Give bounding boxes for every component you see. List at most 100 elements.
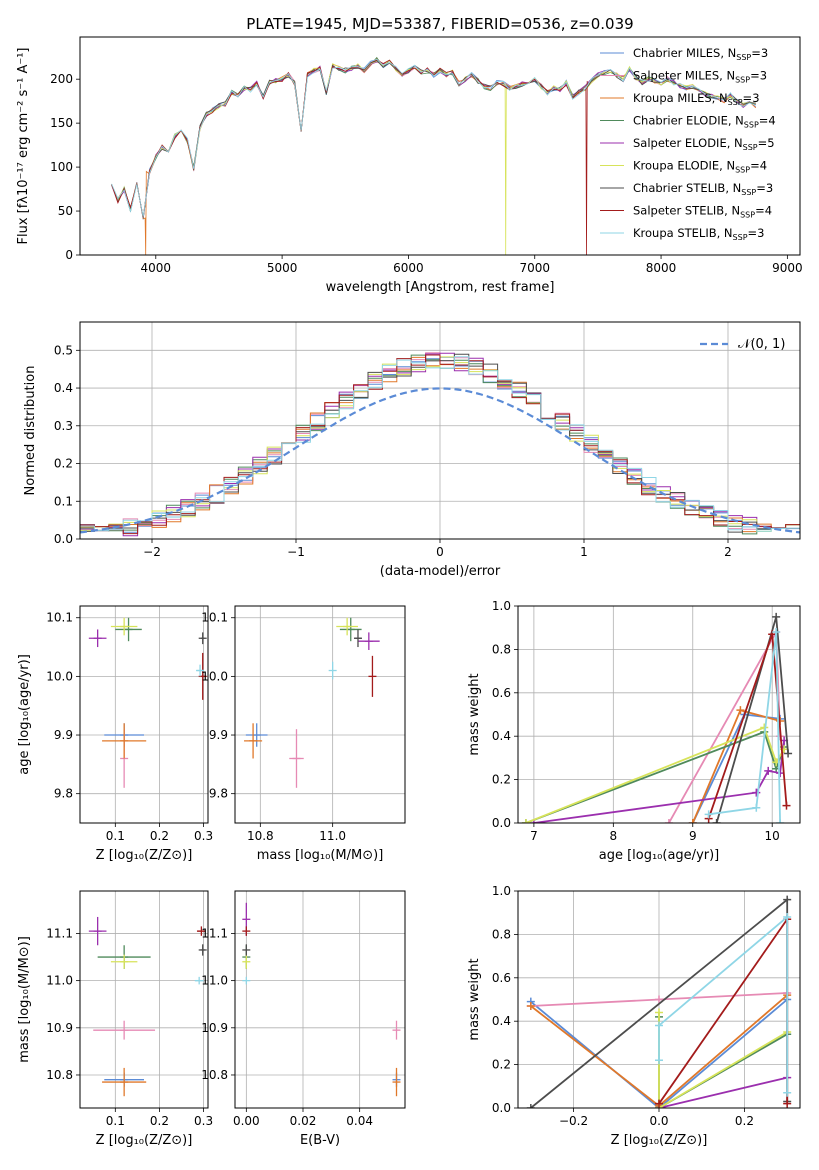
weight-marker bbox=[784, 749, 793, 758]
x-tick-label: 8000 bbox=[646, 261, 677, 275]
weight-marker bbox=[782, 801, 791, 810]
weight-series-line bbox=[525, 726, 785, 823]
x-axis-label: Z [log₁₀(Z/Z⊙)] bbox=[611, 1133, 708, 1148]
y-tick-label: 0.0 bbox=[492, 1101, 511, 1115]
x-tick-label: 5000 bbox=[267, 261, 298, 275]
hist-steps bbox=[80, 352, 800, 537]
x-tick-label: 0.04 bbox=[346, 1114, 373, 1128]
weight-marker bbox=[752, 803, 761, 812]
y-tick-label: 0.5 bbox=[54, 343, 73, 357]
errorbar-point bbox=[196, 926, 206, 936]
normal-legend-label: 𝒩(0, 1) bbox=[738, 337, 785, 352]
y-axis-label: age [log₁₀(age/yr)] bbox=[17, 654, 32, 775]
x-tick-label: 0.2 bbox=[150, 829, 169, 843]
x-axis-label: Z [log₁₀(Z/Z⊙)] bbox=[96, 848, 193, 863]
legend-nssp-eq: = bbox=[748, 226, 758, 240]
age_vs_mass-axes: 10.8 11.0 9.8 9.9 10.0 10.1 mass [log₁₀(M/M⊙)] bbox=[201, 606, 405, 863]
legend-nssp-value: 4 bbox=[765, 204, 772, 218]
weight-marker bbox=[655, 1008, 663, 1017]
legend-nssp-sub: SSP bbox=[736, 53, 751, 62]
y-tick-label: 10.1 bbox=[46, 611, 73, 625]
legend-series-name: Salpeter MILES bbox=[633, 69, 719, 83]
legend-nssp-sub: SSP bbox=[733, 233, 748, 242]
y-tick-label: 11.1 bbox=[201, 926, 228, 940]
legend-label: Salpeter ELODIE, NSSP=5 bbox=[633, 136, 775, 152]
axes-frame bbox=[517, 890, 801, 1109]
spectrum-series-line bbox=[111, 59, 588, 255]
legend-nssp-sub: SSP bbox=[741, 188, 756, 197]
mass_vs_ebv-points bbox=[242, 902, 401, 1097]
x-tick-label: 8 bbox=[610, 829, 618, 843]
weight-marker bbox=[783, 913, 792, 922]
legend-label: Chabrier STELIB, NSSP=3 bbox=[633, 181, 773, 197]
weight-marker bbox=[783, 1088, 792, 1097]
y-tick-label: 0.8 bbox=[492, 642, 511, 656]
axes-frame bbox=[79, 36, 801, 256]
axes-frame bbox=[79, 321, 801, 540]
y-tick-label: 11.0 bbox=[201, 974, 228, 988]
legend-nssp-eq: = bbox=[759, 114, 769, 128]
legend-nssp-sub: SSP bbox=[735, 166, 750, 175]
weight-marker bbox=[776, 769, 785, 778]
weight-marker bbox=[712, 819, 721, 823]
hist-series-step bbox=[80, 356, 800, 532]
y-tick-label: 0.1 bbox=[54, 494, 73, 508]
y-axis-label: mass weight bbox=[467, 673, 482, 755]
axes-frame bbox=[234, 890, 406, 1109]
y-tick-label: 0 bbox=[65, 248, 73, 262]
weight-marker bbox=[752, 788, 761, 797]
y-tick-label: 9.9 bbox=[54, 728, 73, 742]
y-tick-label: 0.3 bbox=[54, 419, 73, 433]
weight-marker bbox=[736, 706, 745, 715]
errorbar-point bbox=[110, 617, 138, 636]
errorbar-point bbox=[102, 1067, 147, 1097]
legend-nssp-prefix: , N bbox=[712, 91, 728, 105]
weight-marker bbox=[688, 819, 697, 823]
weight-marker bbox=[783, 895, 792, 904]
y-tick-label: 10.9 bbox=[46, 1021, 73, 1035]
errorbar-point bbox=[194, 976, 204, 985]
y-axis-label: mass [log₁₀(M/M⊙)] bbox=[17, 936, 32, 1063]
legend-nssp-eq: = bbox=[755, 204, 765, 218]
x-tick-label: 7 bbox=[530, 829, 538, 843]
x-tick-label: −1 bbox=[287, 545, 305, 559]
legend-nssp-value: 3 bbox=[760, 69, 767, 83]
x-axis-label: mass [log₁₀(M/M⊙)] bbox=[257, 848, 384, 863]
x-tick-label: −0.2 bbox=[559, 1114, 588, 1128]
y-tick-label: 1.0 bbox=[492, 884, 511, 898]
y-tick-label: 0.2 bbox=[492, 1058, 511, 1072]
x-tick-label: 6000 bbox=[393, 261, 424, 275]
x-tick-label: 4000 bbox=[141, 261, 172, 275]
legend-nssp-prefix: , N bbox=[719, 69, 735, 83]
spectrum-axes: 4000 5000 6000 7000 8000 9000 0 50 100 150 200 wave… bbox=[50, 72, 803, 295]
hist-series-step bbox=[80, 352, 800, 537]
y-tick-label: 9.8 bbox=[54, 787, 73, 801]
errorbar-point bbox=[198, 632, 207, 645]
legend-nssp-prefix: , N bbox=[724, 204, 740, 218]
x-tick-label: 11.0 bbox=[319, 829, 346, 843]
y-axis-label: Flux [fλ10⁻¹⁷ erg cm⁻² s⁻¹ A⁻¹] bbox=[16, 48, 31, 245]
legend-nssp-prefix: , N bbox=[727, 136, 743, 150]
x-tick-label: 0.3 bbox=[194, 1114, 213, 1128]
axes-frame bbox=[79, 890, 209, 1109]
legend-nssp-eq: = bbox=[750, 69, 760, 83]
weight-marker bbox=[655, 1099, 663, 1108]
x-tick-label: 0.1 bbox=[106, 1114, 125, 1128]
legend-nssp-value: 4 bbox=[760, 159, 767, 173]
x-tick-label: 1 bbox=[580, 545, 588, 559]
legend-series-name: Chabrier ELODIE bbox=[633, 114, 728, 128]
x-axis-label: (data-model)/error bbox=[380, 564, 501, 579]
y-axis-label: Normed distribution bbox=[23, 366, 38, 496]
y-tick-label: 1.0 bbox=[492, 599, 511, 613]
x-axis-label: E(B-V) bbox=[300, 1133, 340, 1148]
weight-marker bbox=[776, 819, 785, 823]
errorbar-point bbox=[368, 655, 377, 697]
legend-nssp-prefix: , N bbox=[717, 226, 733, 240]
errorbar-point bbox=[392, 1067, 401, 1097]
legend-series-name: Salpeter ELODIE bbox=[633, 136, 727, 150]
axes-frame bbox=[517, 605, 801, 824]
legend-nssp-value: 3 bbox=[761, 46, 768, 60]
x-axis-label: wavelength [Angstrom, rest frame] bbox=[326, 280, 555, 295]
axes-frame bbox=[234, 605, 406, 824]
mass_vs_Z-axes: 0.1 0.2 0.3 10.8 10.9 11.0 11.1 Z [log₁₀(Z/Z⊙)] bbox=[46, 891, 213, 1148]
